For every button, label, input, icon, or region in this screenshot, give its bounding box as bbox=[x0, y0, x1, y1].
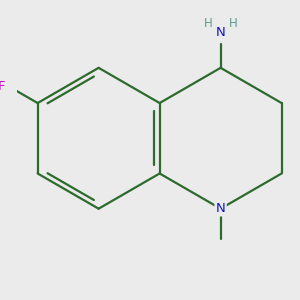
Text: F: F bbox=[0, 80, 5, 93]
Text: H: H bbox=[229, 17, 237, 30]
Text: N: N bbox=[216, 202, 226, 215]
Text: H: H bbox=[204, 17, 213, 30]
Text: N: N bbox=[216, 26, 226, 39]
